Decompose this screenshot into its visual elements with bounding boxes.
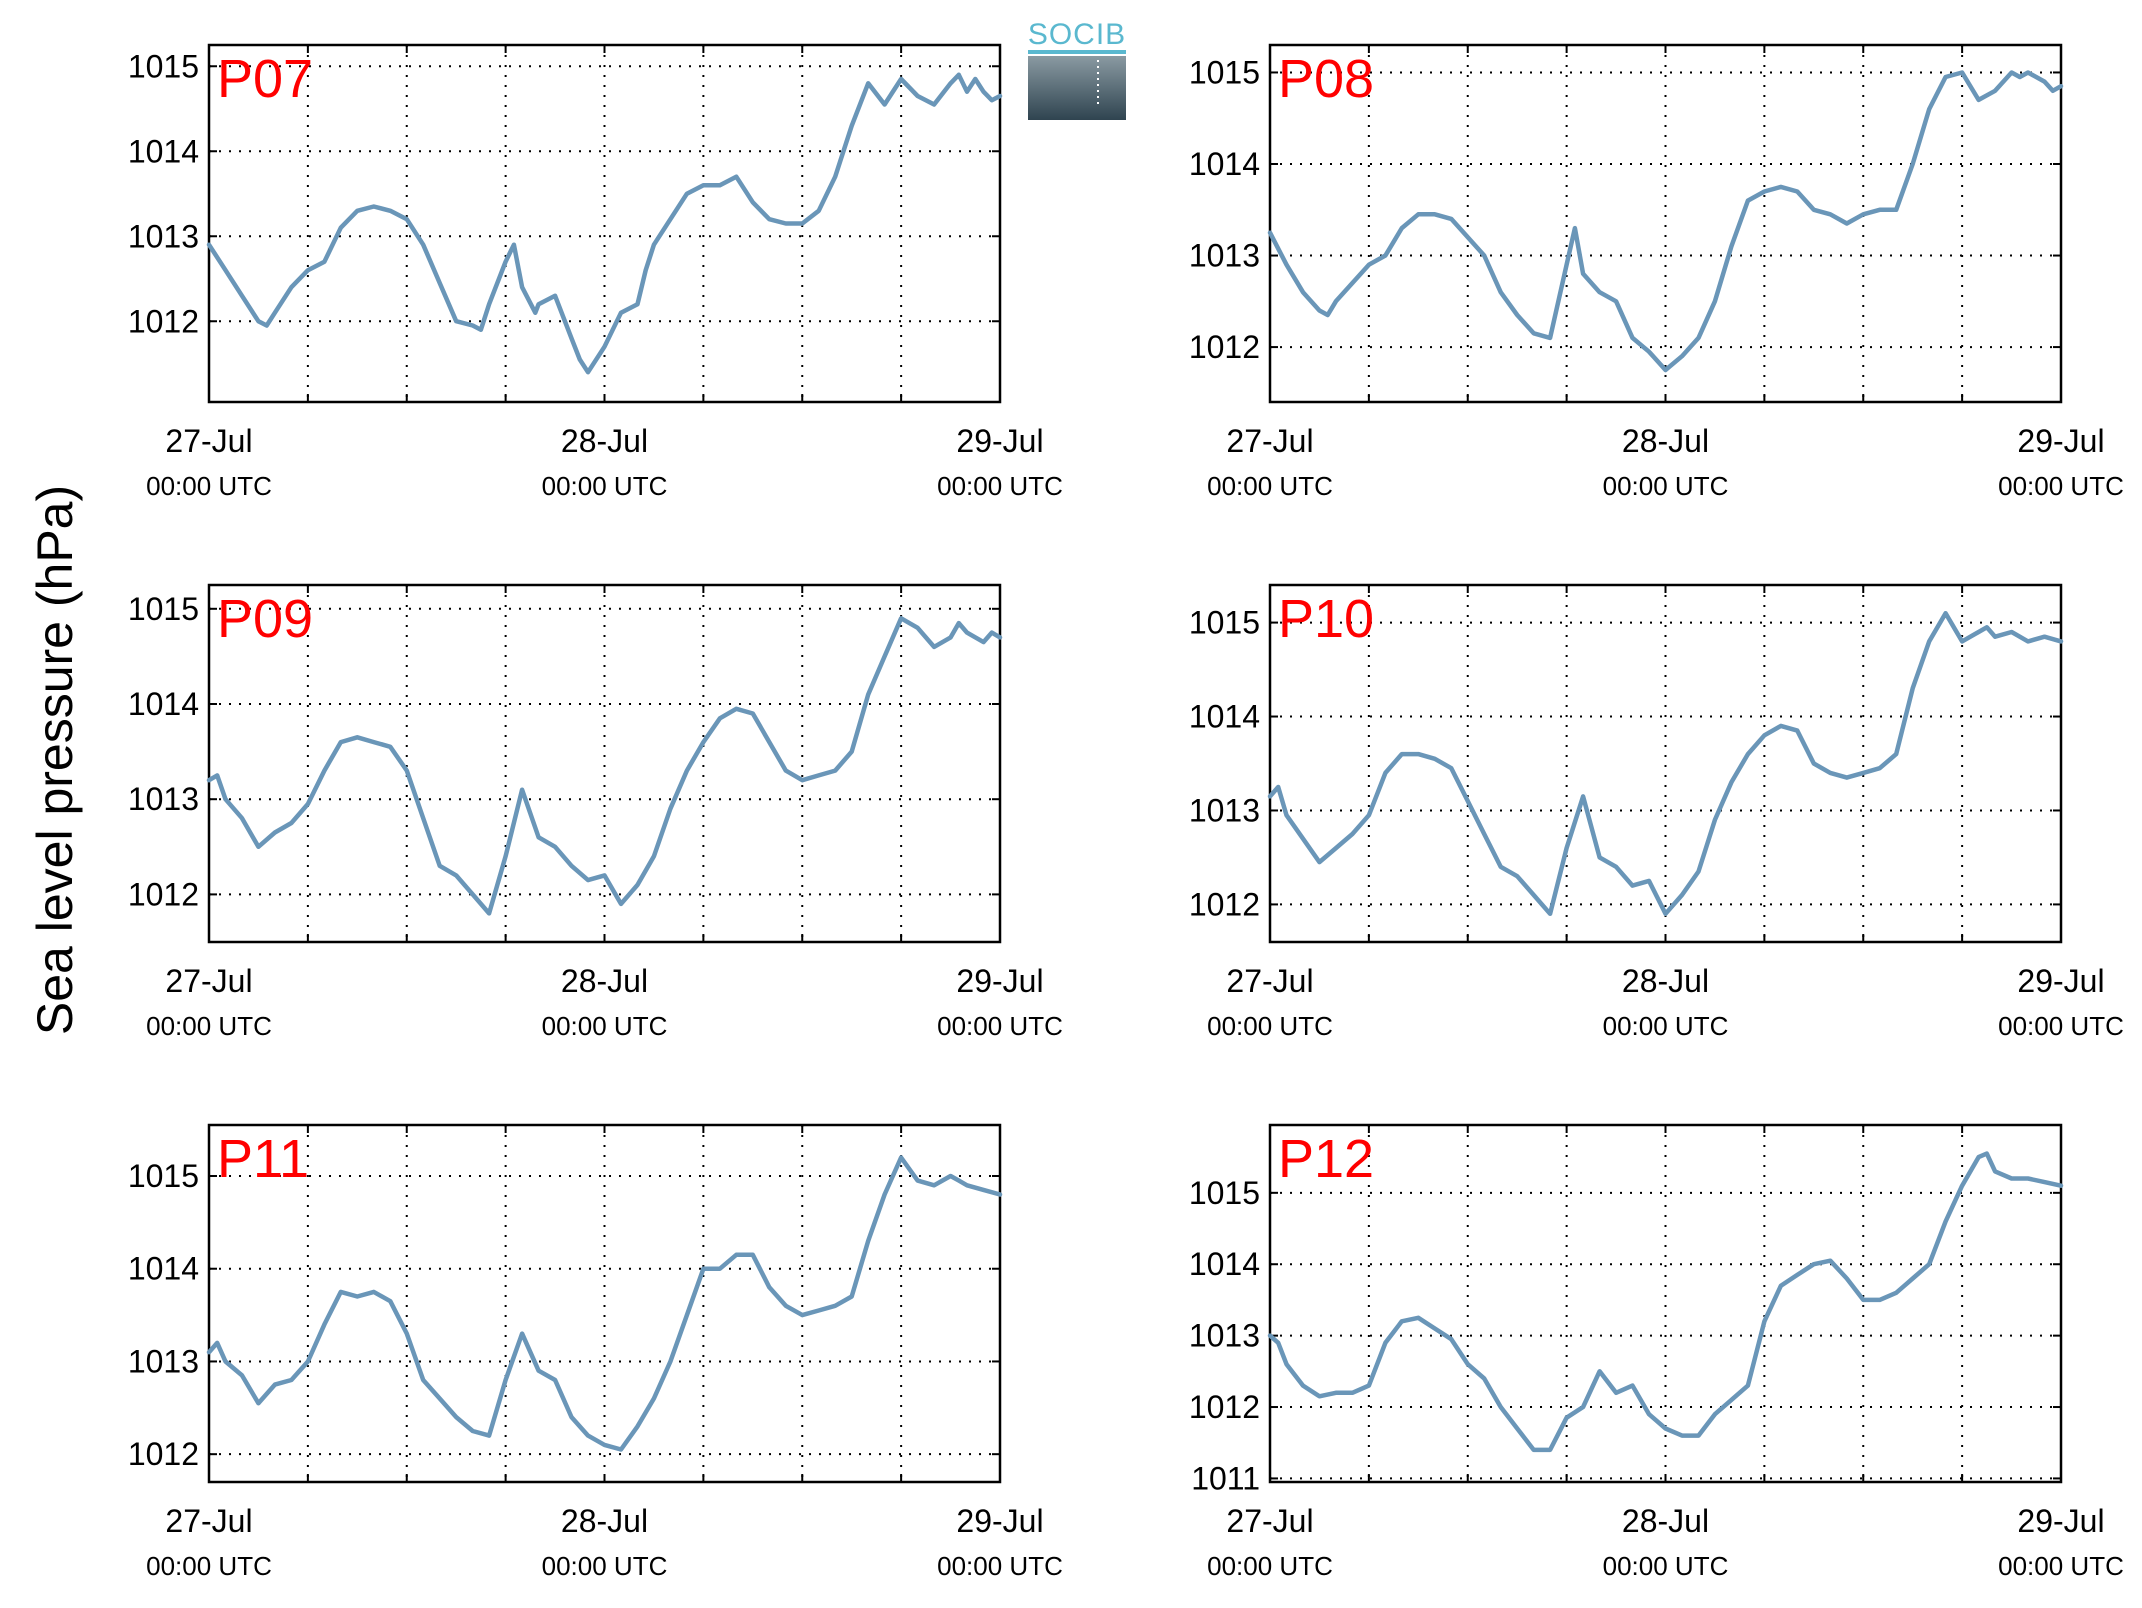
y-tick-label: 1013 xyxy=(1189,792,1260,828)
panel-title: P08 xyxy=(1278,49,1374,109)
y-tick-label: 1013 xyxy=(128,781,199,817)
x-tick-label-time: 00:00 UTC xyxy=(1998,1551,2124,1581)
y-tick-label: 1012 xyxy=(1189,1389,1260,1425)
x-tick-label-date: 28-Jul xyxy=(1622,963,1709,999)
series-line xyxy=(206,72,1003,375)
x-tick-label-time: 00:00 UTC xyxy=(1207,1551,1333,1581)
x-tick-label-time: 00:00 UTC xyxy=(1603,1011,1729,1041)
panel-title: P11 xyxy=(217,1129,309,1189)
x-tick-label-date: 27-Jul xyxy=(165,1503,252,1539)
chart-panel-p11: 1012 1013 1014 1015 27-Jul 00:00 UTC 28-Jul 00:… xyxy=(128,1123,1063,1581)
chart-panel-p12: 1011 1012 1013 1014 1015 27-Jul 00:00 UTC 28-Ju… xyxy=(1189,1123,2124,1581)
y-tick-label: 1014 xyxy=(128,1251,199,1287)
x-tick-label-time: 00:00 UTC xyxy=(937,1011,1063,1041)
x-tick-label-time: 00:00 UTC xyxy=(937,471,1063,501)
x-tick-label-date: 29-Jul xyxy=(956,963,1043,999)
series-line xyxy=(1267,70,2064,373)
y-tick-label: 1014 xyxy=(1189,146,1260,182)
y-tick-label: 1012 xyxy=(1189,886,1260,922)
y-tick-label: 1012 xyxy=(128,876,199,912)
panel-title: P12 xyxy=(1278,1129,1374,1189)
panel-title: P10 xyxy=(1278,589,1374,649)
x-tick-label-time: 00:00 UTC xyxy=(1998,1011,2124,1041)
y-tick-label: 1014 xyxy=(1189,699,1260,735)
y-tick-label: 1015 xyxy=(1189,605,1260,641)
y-tick-label: 1015 xyxy=(128,1158,199,1194)
y-tick-label: 1014 xyxy=(128,686,199,722)
series-line xyxy=(206,1155,1003,1452)
y-tick-label: 1014 xyxy=(128,133,199,169)
x-tick-label-date: 28-Jul xyxy=(561,423,648,459)
y-tick-label: 1013 xyxy=(1189,238,1260,274)
socib-logo: SOCIB xyxy=(1028,18,1126,120)
x-tick-label-time: 00:00 UTC xyxy=(1603,1551,1729,1581)
y-tick-label: 1013 xyxy=(128,1343,199,1379)
x-tick-label-date: 28-Jul xyxy=(561,1503,648,1539)
x-tick-label-date: 28-Jul xyxy=(1622,423,1709,459)
y-tick-label: 1013 xyxy=(1189,1318,1260,1354)
x-tick-label-time: 00:00 UTC xyxy=(542,1011,668,1041)
y-tick-label: 1012 xyxy=(128,303,199,339)
x-tick-label-date: 28-Jul xyxy=(561,963,648,999)
x-tick-label-date: 27-Jul xyxy=(1226,1503,1313,1539)
x-tick-label-date: 28-Jul xyxy=(1622,1503,1709,1539)
x-tick-label-time: 00:00 UTC xyxy=(542,471,668,501)
x-tick-label-time: 00:00 UTC xyxy=(542,1551,668,1581)
x-tick-label-date: 27-Jul xyxy=(165,963,252,999)
y-tick-label: 1011 xyxy=(1191,1460,1260,1496)
y-tick-label: 1014 xyxy=(1189,1246,1260,1282)
series-line xyxy=(1267,1151,2064,1453)
x-tick-label-date: 29-Jul xyxy=(2017,963,2104,999)
y-tick-label: 1012 xyxy=(1189,329,1260,365)
y-tick-label: 1015 xyxy=(1189,1175,1260,1211)
series-line xyxy=(1267,610,2064,917)
y-tick-label: 1015 xyxy=(128,591,199,627)
x-tick-label-time: 00:00 UTC xyxy=(1207,1011,1333,1041)
x-tick-label-time: 00:00 UTC xyxy=(1207,471,1333,501)
y-tick-label: 1015 xyxy=(128,48,199,84)
y-tick-label: 1012 xyxy=(128,1436,199,1472)
y-axis-label: Sea level pressure (hPa) xyxy=(27,485,83,1035)
y-tick-label: 1015 xyxy=(1189,54,1260,90)
x-tick-label-time: 00:00 UTC xyxy=(146,471,272,501)
x-tick-label-time: 00:00 UTC xyxy=(146,1011,272,1041)
logo-text: SOCIB xyxy=(1028,18,1126,51)
x-tick-label-date: 27-Jul xyxy=(1226,423,1313,459)
x-tick-label-date: 27-Jul xyxy=(1226,963,1313,999)
x-tick-label-time: 00:00 UTC xyxy=(937,1551,1063,1581)
x-tick-label-time: 00:00 UTC xyxy=(1998,471,2124,501)
series-line xyxy=(206,616,1003,916)
x-tick-label-date: 29-Jul xyxy=(956,1503,1043,1539)
chart-panel-p07: 1012 1013 1014 1015 27-Jul 00:00 UTC 28-Jul 00:… xyxy=(128,43,1063,501)
chart-panel-p10: 1012 1013 1014 1015 27-Jul 00:00 UTC 28-Jul 00:… xyxy=(1189,583,2124,1041)
x-tick-label-time: 00:00 UTC xyxy=(146,1551,272,1581)
chart-panel-p09: 1012 1013 1014 1015 27-Jul 00:00 UTC 28-Jul 00:… xyxy=(128,583,1063,1041)
x-tick-label-date: 29-Jul xyxy=(2017,423,2104,459)
x-tick-label-date: 29-Jul xyxy=(956,423,1043,459)
x-tick-label-date: 27-Jul xyxy=(165,423,252,459)
panel-title: P07 xyxy=(217,49,313,109)
panel-title: P09 xyxy=(217,589,313,649)
x-tick-label-date: 29-Jul xyxy=(2017,1503,2104,1539)
y-tick-label: 1013 xyxy=(128,218,199,254)
chart-panel-p08: 1012 1013 1014 1015 27-Jul 00:00 UTC 28-Jul 00:… xyxy=(1189,43,2124,501)
x-tick-label-time: 00:00 UTC xyxy=(1603,471,1729,501)
